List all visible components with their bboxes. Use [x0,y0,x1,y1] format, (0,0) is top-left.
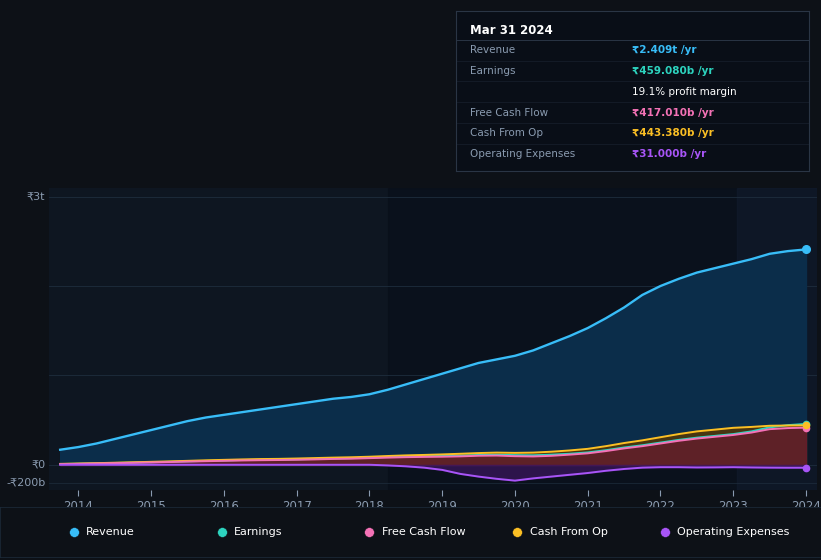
Text: Revenue: Revenue [86,527,135,537]
Text: ₹459.080b /yr: ₹459.080b /yr [632,66,713,76]
Text: Earnings: Earnings [470,66,516,76]
Text: Free Cash Flow: Free Cash Flow [470,108,548,118]
Bar [737,188,817,490]
Text: Earnings: Earnings [234,527,282,537]
Text: -₹200b: -₹200b [7,478,45,488]
Text: ₹443.380b /yr: ₹443.380b /yr [632,128,714,138]
Bar [388,188,817,490]
Text: Free Cash Flow: Free Cash Flow [382,527,466,537]
Text: Mar 31 2024: Mar 31 2024 [470,24,553,37]
Text: ₹31.000b /yr: ₹31.000b /yr [632,149,706,159]
Text: Cash From Op: Cash From Op [530,527,608,537]
Text: Revenue: Revenue [470,45,515,55]
Text: 19.1% profit margin: 19.1% profit margin [632,87,736,97]
Text: ₹417.010b /yr: ₹417.010b /yr [632,108,714,118]
Text: Cash From Op: Cash From Op [470,128,543,138]
Text: ₹2.409t /yr: ₹2.409t /yr [632,45,697,55]
Text: Operating Expenses: Operating Expenses [677,527,790,537]
Text: ₹3t: ₹3t [27,192,45,202]
Text: Operating Expenses: Operating Expenses [470,149,575,159]
Text: ₹0: ₹0 [31,460,45,470]
